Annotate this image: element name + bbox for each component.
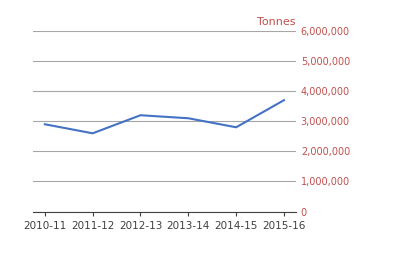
Text: Tonnes: Tonnes <box>257 17 296 27</box>
